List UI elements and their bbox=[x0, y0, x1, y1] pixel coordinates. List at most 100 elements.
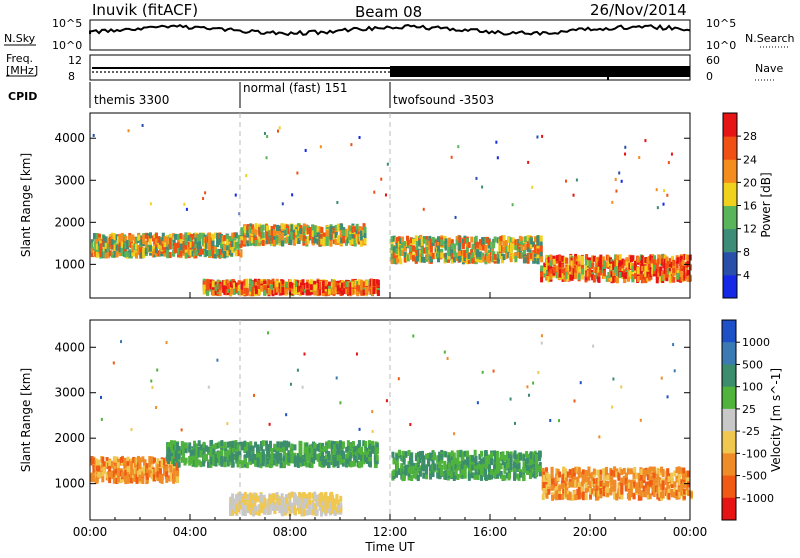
power-scatter-cell bbox=[262, 240, 265, 246]
power-scatter-outlier bbox=[576, 178, 578, 181]
power-scatter-cell bbox=[254, 240, 257, 246]
power-scatter-outlier bbox=[497, 156, 499, 159]
velocity-scatter-cell bbox=[260, 496, 263, 502]
power-scatter-cell bbox=[565, 258, 568, 264]
velocity-scatter-cell bbox=[396, 463, 399, 469]
power-colorbar-tick-label: 28 bbox=[743, 130, 757, 143]
velocity-scatter-cell bbox=[298, 492, 301, 498]
velocity-scatter-cell bbox=[293, 444, 296, 450]
velocity-scatter-cell bbox=[220, 461, 223, 467]
cpid-mode-2: normal (fast) 151 bbox=[243, 81, 347, 95]
power-scatter-cell bbox=[93, 233, 96, 239]
velocity-scatter-cell bbox=[108, 460, 111, 466]
velocity-scatter-cell bbox=[433, 452, 436, 458]
power-scatter-cell bbox=[494, 236, 497, 242]
power-scatter-outlier bbox=[336, 201, 338, 204]
velocity-scatter-cell bbox=[339, 459, 342, 465]
velocity-scatter-cell bbox=[306, 461, 309, 467]
velocity-scatter-cell bbox=[342, 452, 345, 458]
velocity-scatter-cell bbox=[165, 471, 168, 477]
date-title: 26/Nov/2014 bbox=[590, 1, 687, 19]
power-scatter-cell bbox=[540, 256, 543, 262]
nave-tick-bottom: 0 bbox=[706, 70, 713, 83]
power-ytick-label: 3000 bbox=[54, 173, 85, 187]
power-scatter-outlier bbox=[624, 146, 626, 149]
velocity-scatter-cell bbox=[188, 442, 191, 448]
freq-tick-top: 12 bbox=[68, 54, 82, 67]
velocity-scatter-cell bbox=[262, 440, 265, 446]
velocity-scatter-cell bbox=[176, 477, 179, 483]
velocity-scatter-cell bbox=[376, 455, 379, 461]
velocity-scatter-cell bbox=[335, 494, 338, 500]
power-scatter-cell bbox=[314, 225, 317, 231]
power-colorbar-segment bbox=[723, 275, 737, 299]
power-scatter-cell bbox=[416, 250, 419, 256]
power-scatter-cell bbox=[401, 242, 404, 248]
power-scatter-outlier bbox=[457, 145, 459, 148]
power-scatter-cell bbox=[603, 270, 606, 276]
velocity-scatter-cell bbox=[352, 441, 355, 447]
power-scatter-layer bbox=[91, 124, 692, 296]
velocity-scatter-cell bbox=[294, 461, 297, 467]
power-scatter-cell bbox=[206, 290, 209, 296]
power-scatter-cell bbox=[185, 239, 188, 245]
power-scatter-cell bbox=[169, 238, 172, 244]
velocity-scatter-cell bbox=[273, 444, 276, 450]
power-scatter-cell bbox=[412, 246, 415, 252]
nsky-tick-bottom: 10^0 bbox=[52, 39, 82, 52]
power-scatter-cell bbox=[672, 277, 675, 283]
power-scatter-cell bbox=[458, 237, 461, 243]
power-scatter-cell bbox=[301, 286, 304, 292]
power-scatter-cell bbox=[581, 259, 584, 265]
power-scatter-cell bbox=[415, 235, 418, 241]
velocity-scatter-cell bbox=[165, 466, 168, 472]
power-scatter-outlier bbox=[621, 180, 623, 183]
power-scatter-cell bbox=[235, 287, 238, 293]
velocity-scatter-cell bbox=[456, 460, 459, 466]
velocity-scatter-layer bbox=[91, 331, 693, 516]
power-scatter-cell bbox=[337, 226, 340, 232]
power-scatter-cell bbox=[337, 235, 340, 241]
power-scatter-cell bbox=[281, 232, 284, 238]
power-scatter-cell bbox=[549, 254, 552, 260]
velocity-scatter-cell bbox=[339, 502, 342, 508]
power-scatter-cell bbox=[619, 254, 622, 260]
velocity-scatter-cell bbox=[143, 459, 146, 465]
velocity-scatter-cell bbox=[306, 454, 309, 460]
power-scatter-cell bbox=[537, 235, 540, 241]
power-scatter-cell bbox=[155, 233, 158, 239]
power-scatter-cell bbox=[255, 285, 258, 291]
power-scatter-outlier bbox=[531, 186, 533, 189]
velocity-scatter-cell bbox=[199, 452, 202, 458]
power-colorbar-segment bbox=[723, 229, 737, 253]
power-scatter-cell bbox=[212, 281, 215, 287]
velocity-scatter-cell bbox=[328, 443, 331, 449]
power-scatter-cell bbox=[322, 280, 325, 286]
velocity-scatter-cell bbox=[313, 454, 316, 460]
power-scatter-cell bbox=[333, 280, 336, 286]
velocity-scatter-cell bbox=[425, 468, 428, 474]
power-scatter-cell bbox=[149, 246, 152, 252]
power-scatter-cell bbox=[329, 241, 332, 247]
power-scatter-outlier bbox=[291, 193, 293, 196]
nsky-label: N.Sky bbox=[4, 32, 36, 45]
power-scatter-cell bbox=[229, 236, 232, 242]
nave-bars bbox=[390, 66, 690, 77]
power-scatter-cell bbox=[663, 274, 666, 280]
power-scatter-outlier bbox=[202, 197, 204, 200]
power-scatter-outlier bbox=[615, 190, 617, 193]
power-scatter-outlier bbox=[296, 172, 298, 175]
power-scatter-cell bbox=[416, 256, 419, 262]
power-scatter-cell bbox=[311, 225, 314, 231]
power-scatter-cell bbox=[208, 240, 211, 246]
power-scatter-cell bbox=[578, 274, 581, 280]
power-scatter-cell bbox=[310, 284, 313, 290]
power-scatter-cell bbox=[205, 250, 208, 256]
power-scatter-cell bbox=[549, 260, 552, 266]
velocity-scatter-cell bbox=[263, 509, 266, 515]
power-scatter-cell bbox=[458, 250, 461, 256]
velocity-scatter-cell bbox=[232, 441, 235, 447]
power-scatter-outlier bbox=[475, 177, 477, 180]
velocity-scatter-cell bbox=[220, 449, 223, 455]
power-scatter-outlier bbox=[615, 178, 617, 181]
